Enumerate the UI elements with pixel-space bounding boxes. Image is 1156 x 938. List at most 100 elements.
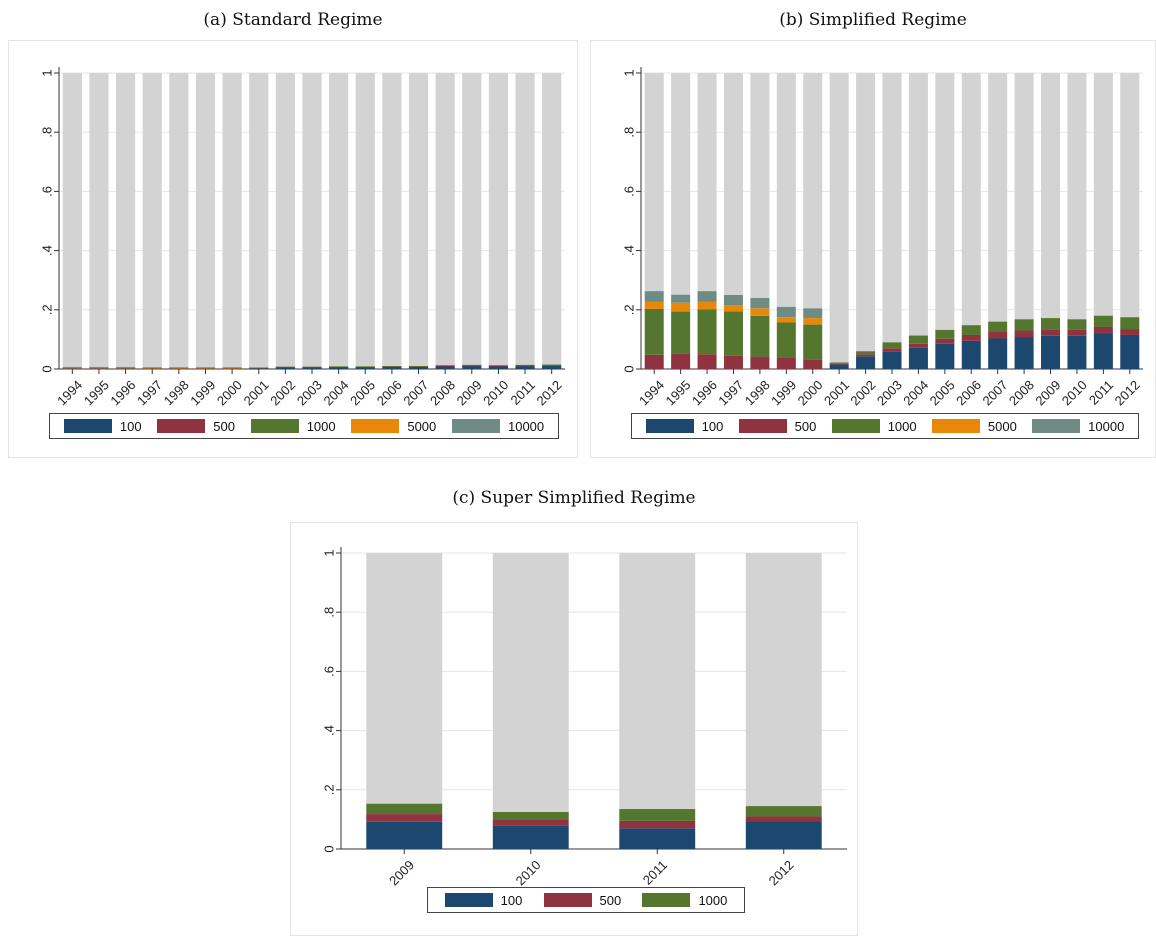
y-tick-label: .8 [622,127,637,138]
bar-100-2004 [908,347,928,369]
bar-500-2006 [961,334,981,341]
legend-swatch-5000 [931,419,980,433]
legend-item-500: 500 [543,893,621,908]
bar-1000-2006 [382,366,402,367]
bar-1000-2008 [1014,319,1034,331]
bar-1000-2003 [882,342,902,349]
bar-remainder-2010 [1067,73,1087,320]
bar-remainder-2001 [829,73,849,363]
x-tick-label: 2011 [640,857,670,887]
bar-remainder-2012 [1120,73,1140,318]
bar-remainder-1998 [750,73,770,298]
legend-swatch-100 [645,419,694,433]
caption-panel-a: (a) Standard Regime [203,10,383,30]
bar-1000-2000 [803,324,823,360]
legend-swatch-1000 [642,893,691,907]
bar-10000-1994 [62,366,82,368]
bar-5000-1994 [644,301,664,309]
bar-500-1999 [776,357,796,369]
bar-1000-1997 [723,311,743,356]
x-tick-label: 1998 [161,377,192,408]
legend-c: 100 500 1000 [427,887,745,913]
bar-100-2002 [275,367,295,369]
x-tick-label: 1997 [134,377,165,408]
bar-100-2006 [382,366,402,369]
y-tick-label: 0 [40,365,55,372]
bar-1000-1995 [671,311,691,354]
x-tick-label: 2010 [513,857,544,888]
bar-1000-1999 [776,322,796,358]
legend-label-500: 500 [213,418,235,434]
bar-500-2012 [1120,329,1140,335]
bar-100-2002 [856,356,876,369]
bar-1000-2006 [961,325,981,335]
legend-label-5000: 5000 [987,418,1017,434]
x-tick-label: 2002 [267,377,298,408]
caption-panel-b: (b) Simplified Regime [779,10,967,30]
x-tick-label: 2004 [900,377,931,408]
x-tick-label: 1995 [662,377,693,408]
bar-500-1998 [169,368,189,370]
y-tick-label: .8 [40,127,55,138]
bar-remainder-2003 [302,73,322,367]
bar-5000-2000 [803,318,823,325]
bar-500-2000 [222,368,242,370]
bar-500-2000 [803,359,823,369]
x-tick-label: 2001 [241,377,272,408]
bar-remainder-2000 [222,73,242,368]
bar-1000-2012 [745,806,822,817]
legend-label-10000: 10000 [1088,418,1125,434]
bar-500-2010 [492,819,569,826]
x-tick-label: 2006 [374,377,405,408]
bar-remainder-1997 [723,73,743,295]
bar-500-2010 [1067,329,1087,336]
bar-100-2003 [302,367,322,369]
bar-1000-2002 [856,351,876,355]
x-tick-label: 1996 [107,377,138,408]
chart-panel-c: 0 .2 .4 .6 .8 1 2009 2010 2011 2012 100 500 1000 [290,522,858,936]
y-tick-label: .2 [40,304,55,315]
legend-label-10000: 10000 [507,418,545,434]
bar-remainder-2007 [988,73,1008,322]
x-tick-label: 2005 [347,377,378,408]
bar-1000-2007 [408,366,429,367]
bar-100-2003 [882,351,902,369]
y-tick-label: .2 [322,784,337,795]
x-tick-label: 2011 [508,377,538,407]
bar-10000-1995 [89,366,109,368]
bar-100-2011 [619,828,696,849]
bar-1000-2009 [366,803,443,815]
bar-5000-1999 [776,317,796,323]
bar-500-2009 [1041,329,1061,336]
bar-100-2010 [1067,335,1087,369]
bar-remainder-2008 [435,73,455,366]
bar-500-2003 [882,348,902,352]
bar-500-1996 [697,354,717,369]
bar-remainder-2007 [408,73,429,367]
bar-1000-2010 [488,365,509,366]
bar-500-2004 [908,343,928,348]
bar-10000-1998 [169,367,189,369]
bar-500-2011 [1093,326,1113,334]
x-tick-label: 1997 [715,377,746,408]
x-tick-label: 2012 [1112,377,1143,408]
bar-500-2005 [935,338,955,344]
legend-swatch-1000 [250,419,299,433]
bar-remainder-1997 [142,73,162,368]
bar-remainder-2010 [492,553,569,812]
bar-10000-2000 [222,367,242,369]
bar-remainder-2000 [803,73,823,309]
bar-remainder-1995 [671,73,691,295]
bar-1000-2010 [1067,319,1087,330]
legend-item-100: 100 [645,419,723,434]
y-tick-label: 0 [622,365,637,372]
legend-item-1000: 1000 [831,419,917,434]
bar-remainder-1999 [195,73,216,368]
bar-500-2007 [988,332,1008,339]
bar-500-1997 [142,368,162,370]
bar-remainder-2009 [366,553,443,804]
bar-100-2009 [366,821,443,849]
bar-remainder-1994 [62,73,82,367]
x-tick-label: 2001 [821,377,852,408]
bar-remainder-2009 [462,73,482,365]
